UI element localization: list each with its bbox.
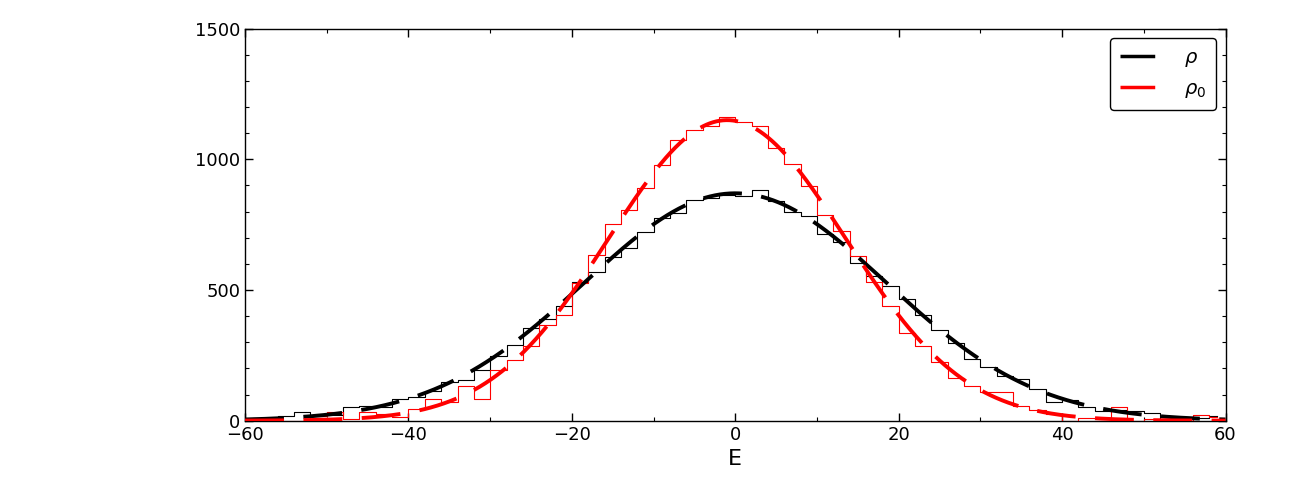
ρ0 [350,415,365,421]
ρ [1218,417,1233,423]
ρ [237,417,253,423]
Legend: $\rho$, $\rho_0$: $\rho$, $\rho_0$ [1109,38,1215,109]
ρ [350,408,365,413]
Line: ρ0: ρ0 [245,120,1226,421]
ρ0 [1218,418,1233,424]
Line: ρ: ρ [245,193,1226,420]
ρ0 [408,408,423,414]
ρ [1093,406,1108,412]
ρ0 [655,158,671,163]
ρ0 [613,217,628,222]
ρ [613,247,628,253]
ρ [408,394,423,400]
ρ0 [720,117,735,123]
ρ0 [237,418,253,424]
ρ [1198,416,1214,422]
ρ [728,190,743,196]
ρ0 [1093,416,1108,422]
ρ [655,215,671,220]
X-axis label: E: E [729,449,742,469]
ρ0 [1198,418,1214,424]
